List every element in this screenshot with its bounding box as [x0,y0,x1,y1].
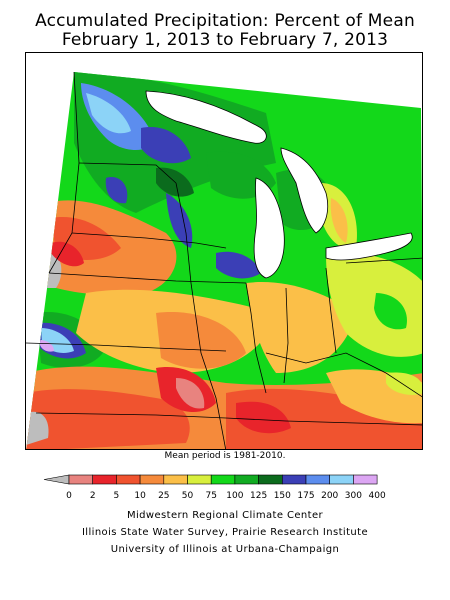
legend-tick-label: 125 [250,491,267,501]
legend-tick-label: 2 [90,491,96,501]
legend-swatch-300 [329,474,354,485]
legend-swatch-400 [353,474,378,485]
legend-swatch-2 [68,474,94,485]
legend-swatch-150 [258,474,283,485]
state-boundaries [26,71,422,449]
legend-swatch-100 [210,474,236,485]
legend-tick-label: 75 [205,491,216,501]
legend-swatch-125 [234,474,259,485]
legend-arrow-left [43,474,70,485]
legend-swatch-10 [116,474,141,485]
legend-swatch-75 [187,474,212,485]
legend-swatch-25 [139,474,165,485]
credit-line-1: Midwestern Regional Climate Center [126,510,324,521]
map-title: Accumulated Precipitation: Percent of Me… [35,11,415,31]
credit-line-3: University of Illinois at Urbana-Champai… [110,544,340,555]
legend-tick-label: 200 [321,491,338,501]
credit-line-2: Illinois State Water Survey, Prairie Res… [81,527,369,538]
legend-tick-label: 300 [345,491,362,501]
legend-tick-label: 150 [274,491,291,501]
legend-swatch-50 [163,474,188,485]
legend-tick-label: 50 [182,491,194,501]
legend-tick-label: 10 [134,491,146,501]
precipitation-map [25,52,423,450]
legend-tick-label: 0 [66,491,72,501]
legend-tick-label: 5 [114,491,120,501]
legend-tick-label: 100 [226,491,243,501]
great-lakes [145,90,413,279]
color-legend: 0 2 5 10 25 50 75 100 125 150 175 200 300 400 [43,474,386,501]
legend-tick-label: 400 [369,491,386,501]
legend-swatch-200 [305,474,331,485]
legend-tick-label: 175 [297,491,314,501]
legend-swatch-175 [282,474,307,485]
map-subtitle-dates: February 1, 2013 to February 7, 2013 [61,30,389,50]
legend-swatch-5 [92,474,117,485]
map-svg [26,71,422,449]
mean-period-note: Mean period is 1981-2010. [164,451,286,461]
legend-tick-label: 25 [158,491,169,501]
